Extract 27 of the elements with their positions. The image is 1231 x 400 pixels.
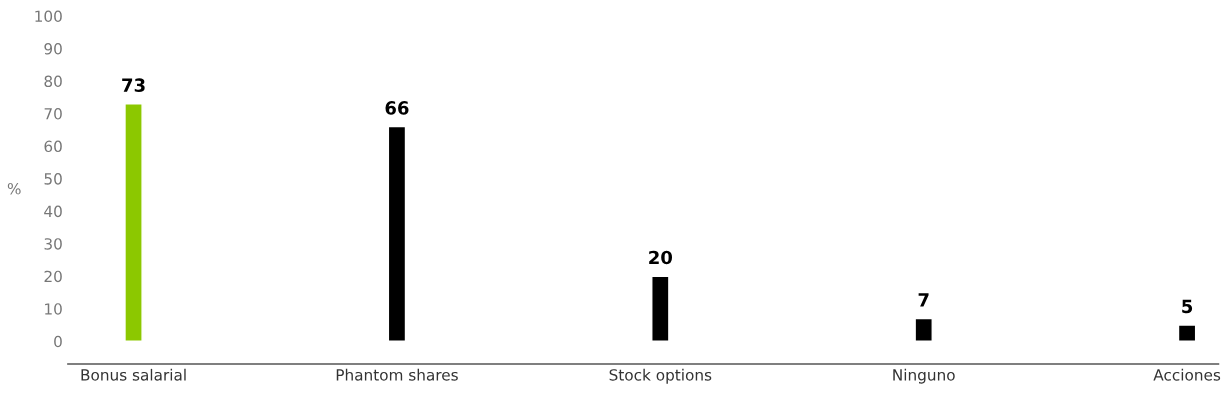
data-label: 7 — [918, 293, 929, 307]
y-tick-label: 0 — [54, 335, 62, 348]
y-tick-label: 10 — [45, 303, 62, 315]
x-tick-label: Phantom shares — [336, 368, 458, 381]
data-label: 73 — [122, 78, 145, 92]
bar — [651, 275, 670, 342]
bar — [914, 317, 933, 342]
data-label: 20 — [649, 250, 673, 265]
bar — [387, 125, 407, 342]
bar — [124, 103, 143, 342]
x-tick-label: Stock options — [609, 368, 712, 384]
y-tick-label: 80 — [44, 75, 62, 88]
y-axis-title: % — [7, 182, 21, 195]
y-tick-label: 40 — [44, 205, 62, 218]
x-tick-label: Bonus salarial — [81, 368, 186, 381]
y-tick-label: 100 — [35, 10, 62, 23]
y-tick-label: 20 — [44, 270, 62, 283]
bar — [1177, 324, 1197, 342]
x-tick-label: Ninguno — [893, 368, 955, 384]
y-tick-label: 30 — [44, 238, 62, 250]
x-tick-label: Acciones — [1153, 368, 1221, 381]
y-tick-label: 50 — [44, 173, 62, 185]
y-tick-label: 90 — [44, 42, 62, 55]
y-tick-label: 70 — [44, 108, 62, 120]
data-label: 5 — [1182, 299, 1193, 314]
y-tick-label: 60 — [44, 140, 62, 153]
data-label: 66 — [385, 101, 409, 115]
